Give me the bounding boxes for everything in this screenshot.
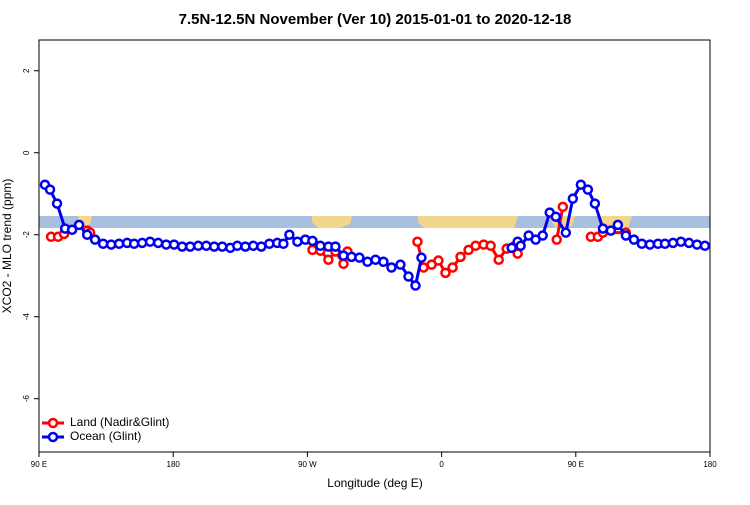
- point: [323, 254, 334, 265]
- point: [81, 229, 93, 240]
- point: [330, 241, 341, 252]
- point: [152, 237, 164, 249]
- point: [315, 240, 326, 252]
- point: [97, 238, 109, 249]
- point: [433, 255, 444, 266]
- point: [128, 238, 140, 249]
- point: [354, 252, 365, 263]
- point: [557, 201, 569, 213]
- point: [605, 225, 617, 236]
- point: [440, 267, 451, 279]
- point: [416, 252, 427, 263]
- point: [628, 234, 640, 245]
- point: [410, 280, 421, 291]
- point: [620, 230, 632, 241]
- point: [636, 238, 648, 249]
- x-tick-label: 180: [167, 460, 181, 469]
- point: [412, 236, 423, 247]
- point: [284, 229, 295, 240]
- y-axis-label: XCO2 - MLO trend (ppm): [0, 179, 14, 314]
- point: [699, 240, 711, 252]
- x-tick-label: 0: [439, 460, 444, 469]
- legend-marker: [47, 417, 59, 429]
- point: [493, 254, 504, 265]
- x-tick-label: 90 W: [298, 460, 317, 469]
- legend-label: Land (Nadir&Glint): [70, 415, 169, 429]
- point: [44, 184, 56, 195]
- point: [560, 227, 572, 238]
- y-tick-label: 0: [22, 150, 31, 155]
- point: [447, 262, 458, 273]
- point: [232, 240, 243, 252]
- y-tick-label: 2: [22, 68, 31, 73]
- point: [217, 241, 228, 252]
- point: [582, 184, 594, 195]
- point: [378, 256, 389, 268]
- y-tick-label: -6: [22, 395, 31, 403]
- point: [506, 242, 517, 254]
- point: [683, 237, 695, 249]
- point: [66, 224, 78, 236]
- point: [168, 239, 180, 250]
- point: [551, 234, 562, 245]
- point: [659, 238, 671, 249]
- point: [248, 240, 259, 252]
- point: [362, 256, 373, 268]
- point: [73, 219, 85, 231]
- point: [338, 258, 349, 270]
- x-tick-label: 180: [703, 460, 717, 469]
- point: [470, 240, 481, 252]
- point: [193, 240, 204, 252]
- point: [113, 238, 125, 249]
- point: [51, 198, 63, 209]
- y-tick-label: -4: [22, 313, 31, 321]
- point: [403, 271, 414, 282]
- point: [208, 241, 220, 252]
- point: [550, 211, 562, 222]
- point: [256, 241, 267, 252]
- x-tick-label: 90 E: [31, 460, 47, 469]
- land-patch: [312, 216, 352, 228]
- point: [395, 259, 406, 270]
- chart-title: 7.5N-12.5N November (Ver 10) 2015-01-01 …: [179, 11, 572, 28]
- point: [644, 239, 656, 250]
- point: [176, 241, 188, 252]
- point: [485, 240, 496, 252]
- x-axis-label: Longitude (deg E): [327, 476, 422, 490]
- point: [575, 179, 587, 190]
- y-tick-label: -2: [22, 231, 31, 239]
- point: [612, 219, 624, 231]
- point: [675, 236, 687, 247]
- ocean-strip: [39, 216, 710, 228]
- land-ocean-strip: [39, 216, 710, 228]
- point: [89, 234, 101, 245]
- legend-marker: [47, 431, 59, 443]
- point: [307, 235, 318, 247]
- point: [589, 198, 601, 209]
- legend-label: Ocean (Glint): [70, 429, 141, 443]
- point: [278, 238, 289, 249]
- point: [515, 240, 526, 252]
- point: [455, 251, 466, 263]
- point: [144, 236, 156, 247]
- point: [184, 241, 196, 252]
- x-tick-label: 90 E: [568, 460, 584, 469]
- point: [537, 230, 548, 241]
- point: [338, 250, 349, 261]
- land-patch: [418, 216, 518, 228]
- point: [567, 193, 579, 204]
- point: [386, 262, 397, 273]
